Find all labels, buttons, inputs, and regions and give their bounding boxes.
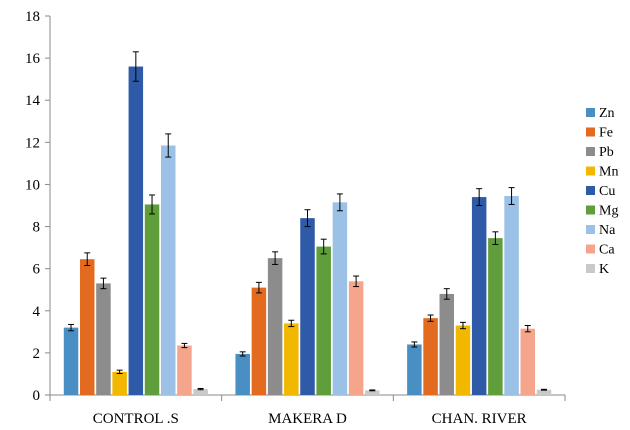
bar-fe-1 (251, 287, 267, 395)
y-tick-label: 10 (25, 177, 40, 193)
bar-zn-2 (407, 344, 422, 395)
legend-label-fe: Fe (599, 126, 613, 141)
legend-swatch-k (586, 264, 595, 273)
bar-k-0 (193, 389, 208, 395)
bar-cu-1 (300, 218, 315, 395)
legend: Zn Fe Pb Mn Cu Mg Na Ca K (586, 106, 618, 277)
bars (63, 51, 552, 396)
bar-na-1 (332, 202, 348, 395)
y-tick-label: 16 (25, 51, 41, 67)
y-tick-label: 14 (25, 93, 41, 109)
bar-pb-0 (96, 283, 111, 395)
legend-label-zn: Zn (599, 106, 615, 121)
legend-label-cu: Cu (599, 184, 615, 199)
bar-mg-0 (144, 204, 160, 395)
bar-zn-1 (235, 353, 250, 395)
legend-label-k: K (599, 262, 609, 277)
bar-ca-0 (177, 345, 192, 395)
legend-swatch-mg (586, 205, 595, 215)
legend-swatch-zn (586, 108, 595, 117)
y-tick-label: 2 (33, 346, 41, 362)
legend-label-na: Na (599, 223, 616, 238)
bar-na-2 (504, 196, 519, 395)
legend-swatch-na (586, 225, 595, 234)
bar-na-0 (160, 145, 176, 395)
legend-swatch-cu (586, 186, 595, 195)
bar-cu-0 (128, 66, 144, 396)
legend-swatch-pb (586, 147, 595, 156)
legend-label-pb: Pb (599, 145, 614, 160)
legend-swatch-mn (586, 166, 595, 176)
bar-k-1 (365, 390, 380, 395)
bar-mg-2 (488, 238, 503, 395)
x-category-label: MAKERA D (268, 411, 347, 427)
legend-swatch-fe (586, 127, 595, 137)
legend-label-mg: Mg (599, 204, 618, 219)
legend-label-ca: Ca (599, 243, 615, 258)
y-tick-label: 4 (33, 304, 41, 320)
bar-pb-1 (267, 258, 283, 395)
x-axis: CONTROL .S MAKERA D CHAN. RIVER (49, 394, 566, 427)
bar-zn-0 (63, 327, 79, 395)
bar-pb-2 (439, 293, 455, 395)
x-category-label: CHAN. RIVER (432, 411, 527, 427)
y-tick-label: 6 (33, 262, 41, 278)
legend-label-mn: Mn (599, 165, 618, 180)
bar-fe-0 (79, 259, 95, 395)
legend-swatch-ca (586, 244, 595, 254)
bar-fe-2 (423, 318, 438, 395)
x-category-label: CONTROL .S (93, 411, 179, 427)
bar-k-2 (536, 389, 552, 395)
bar-ca-1 (348, 281, 364, 395)
bar-mg-1 (316, 246, 331, 395)
y-tick-label: 18 (25, 9, 40, 25)
y-tick-label: 12 (25, 135, 40, 151)
bar-mn-0 (112, 371, 127, 395)
bar-cu-2 (471, 197, 487, 395)
y-tick-label: 0 (33, 388, 41, 404)
y-axis: 0 2 4 6 8 10 12 14 16 18 (25, 9, 51, 404)
bar-mn-1 (284, 323, 299, 395)
bar-mn-2 (455, 325, 471, 395)
bar-ca-2 (520, 328, 536, 395)
y-tick-label: 8 (33, 220, 41, 236)
